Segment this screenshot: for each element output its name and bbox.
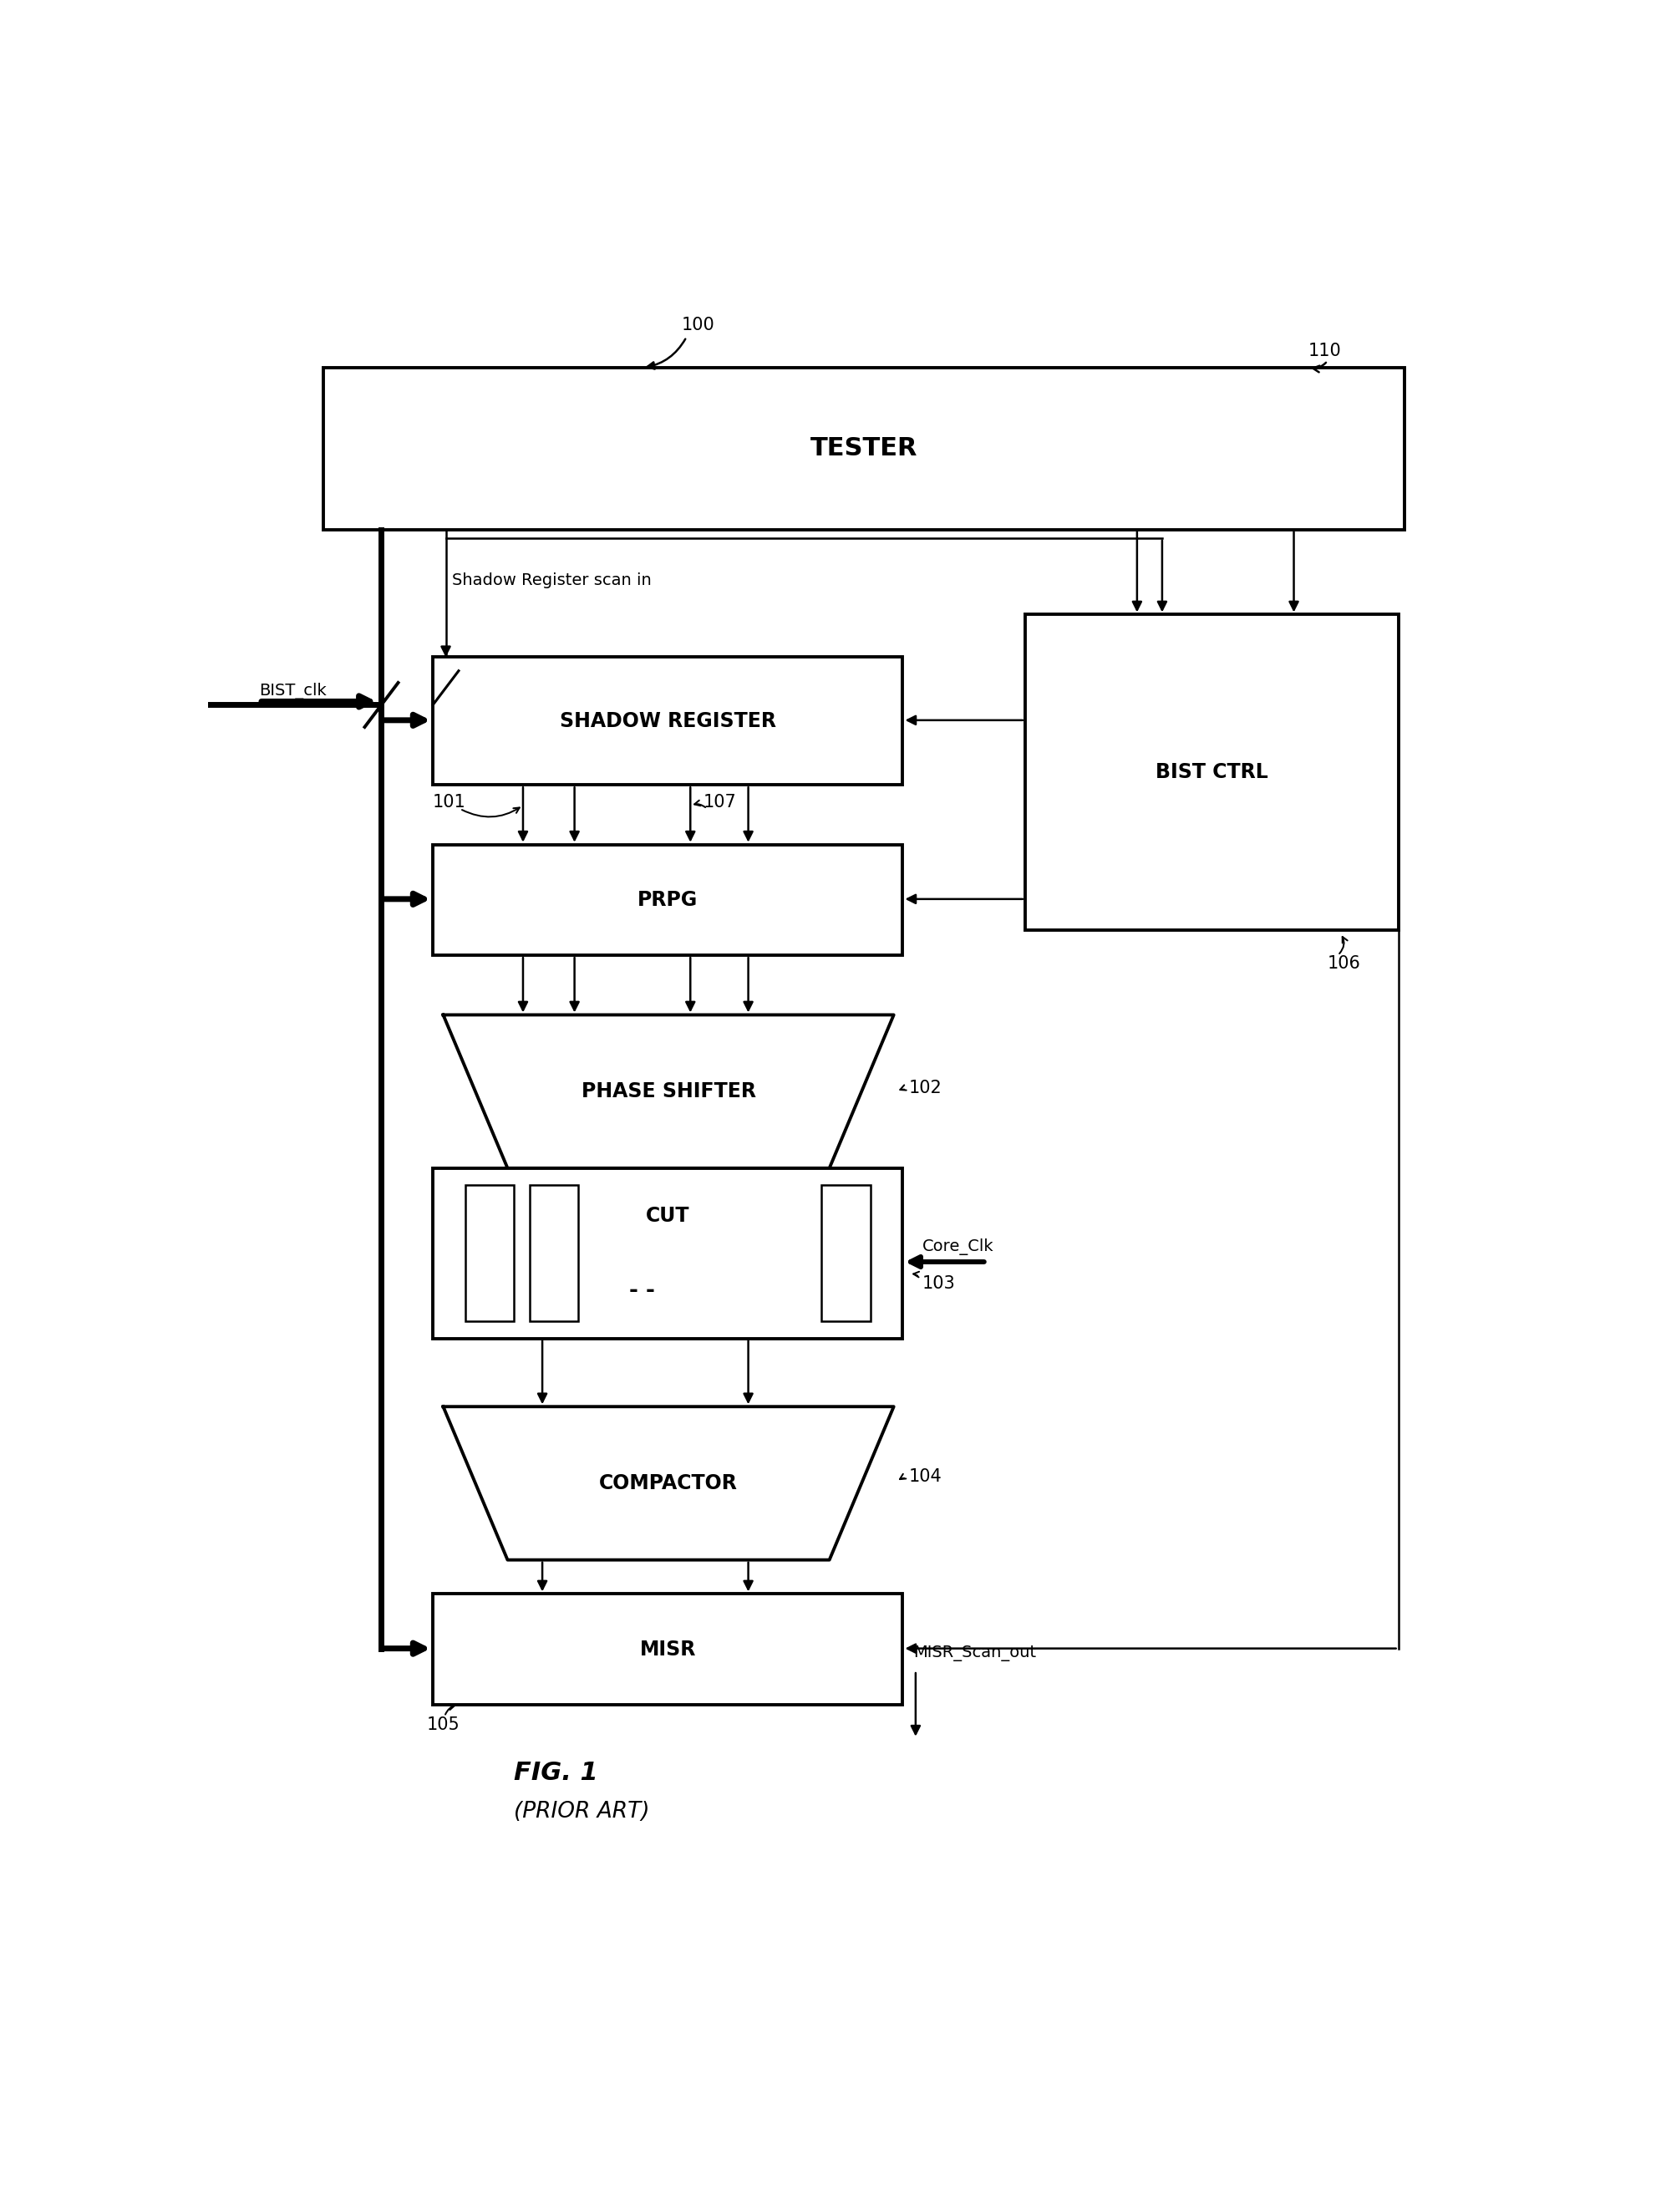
Text: PRPG: PRPG	[638, 889, 698, 909]
Text: (PRIOR ART): (PRIOR ART)	[513, 1801, 649, 1823]
Text: FIG. 1: FIG. 1	[513, 1761, 598, 1785]
Text: 102: 102	[909, 1079, 942, 1097]
Text: MISR: MISR	[639, 1639, 696, 1659]
Text: 100: 100	[681, 316, 714, 334]
Text: 101: 101	[434, 794, 467, 810]
Text: BIST CTRL: BIST CTRL	[1156, 763, 1267, 783]
Text: - -: - -	[630, 1281, 654, 1301]
Text: Shadow Register scan in: Shadow Register scan in	[452, 573, 651, 588]
Text: Core_Clk: Core_Clk	[922, 1239, 993, 1254]
Text: PHASE SHIFTER: PHASE SHIFTER	[581, 1082, 756, 1102]
Text: 107: 107	[703, 794, 736, 810]
FancyBboxPatch shape	[530, 1186, 578, 1321]
Text: BIST_clk: BIST_clk	[259, 684, 327, 699]
Text: 104: 104	[909, 1469, 942, 1484]
FancyBboxPatch shape	[324, 367, 1405, 529]
Text: 110: 110	[1309, 343, 1342, 358]
Text: 106: 106	[1327, 956, 1360, 971]
Text: SHADOW REGISTER: SHADOW REGISTER	[560, 710, 776, 732]
Text: COMPACTOR: COMPACTOR	[600, 1473, 737, 1493]
FancyBboxPatch shape	[1025, 615, 1399, 929]
Text: TESTER: TESTER	[811, 436, 919, 460]
FancyBboxPatch shape	[434, 657, 904, 785]
FancyBboxPatch shape	[434, 1595, 904, 1705]
Text: MISR_Scan_out: MISR_Scan_out	[914, 1646, 1036, 1661]
FancyBboxPatch shape	[434, 1168, 904, 1338]
Text: 105: 105	[427, 1717, 460, 1734]
Text: 103: 103	[922, 1276, 955, 1292]
Text: CUT: CUT	[646, 1206, 689, 1225]
FancyBboxPatch shape	[434, 845, 904, 956]
Polygon shape	[443, 1015, 894, 1168]
FancyBboxPatch shape	[822, 1186, 870, 1321]
FancyBboxPatch shape	[465, 1186, 513, 1321]
Polygon shape	[443, 1407, 894, 1559]
